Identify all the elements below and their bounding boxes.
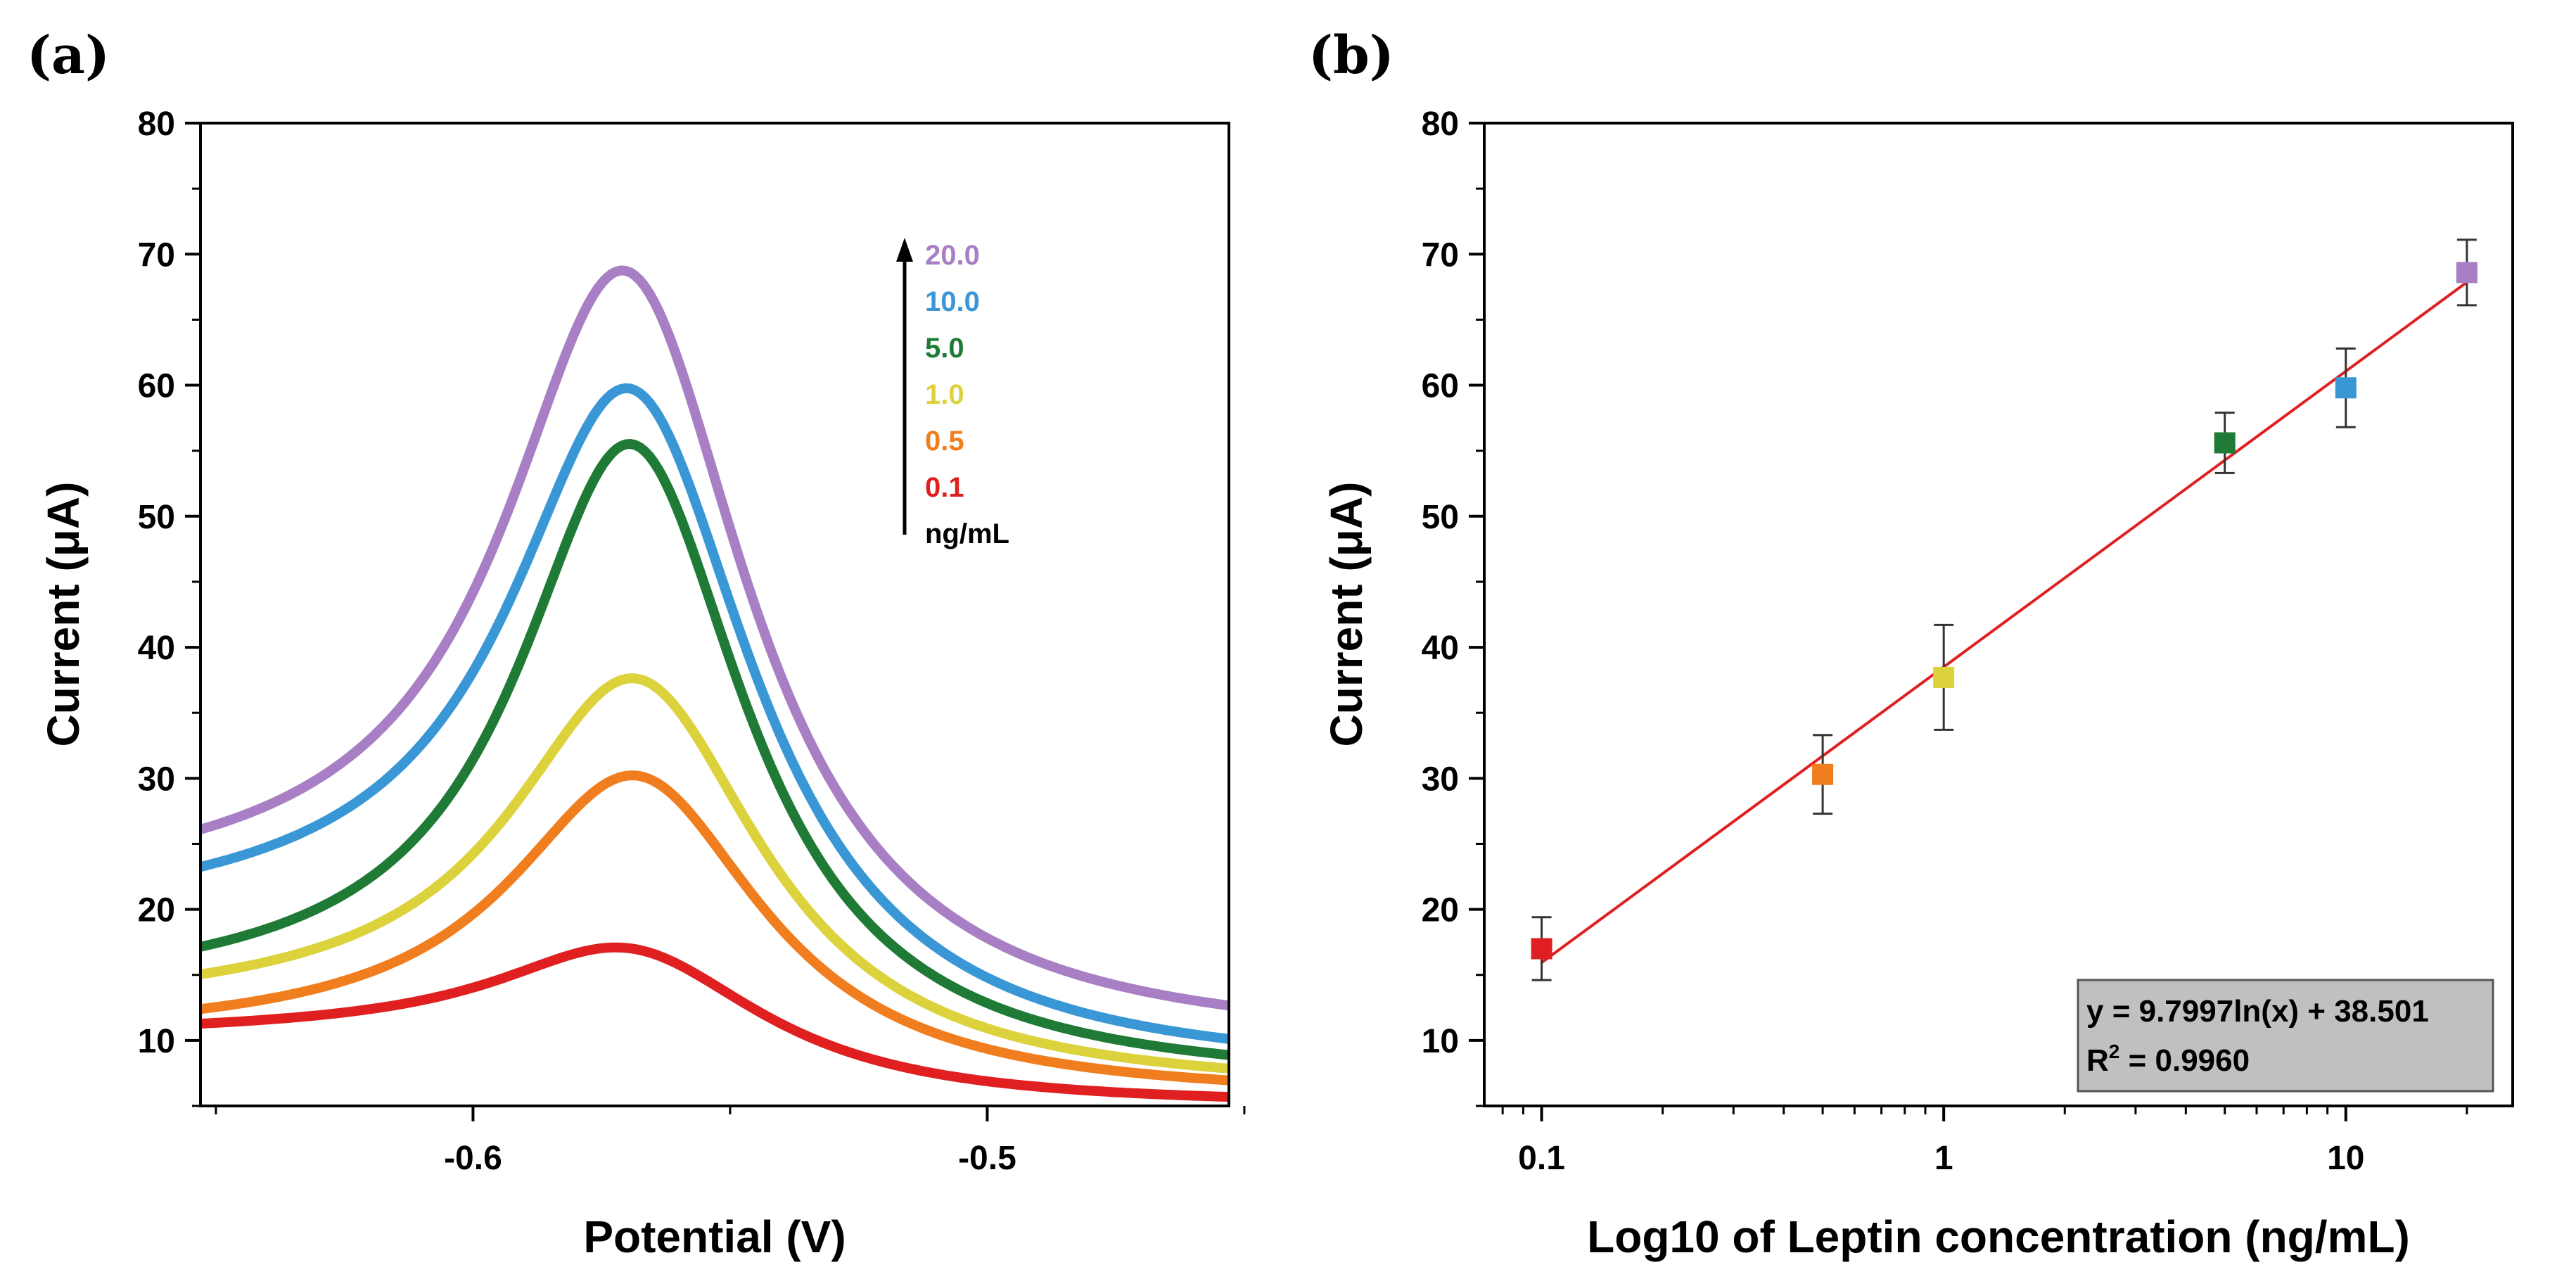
fit-r2-value: = 0.9960 (2119, 1043, 2250, 1078)
data-point (1933, 666, 1955, 688)
chart-a-y-tick-label: 40 (138, 630, 175, 667)
fit-line (1541, 281, 2468, 964)
chart-b-ticks: 10 20 30 40 50 60 70 80 0.1 1 10 (1422, 106, 2468, 1177)
chart-a-x-axis-title: Potential (V) (583, 1211, 846, 1262)
chart-a-y-tick-label: 50 (138, 499, 175, 536)
chart-b-x-tick-label: 1 (1934, 1140, 1953, 1177)
panel-label-a: (a) (27, 25, 110, 86)
chart-b-y-axis-title: Current (μA) (1321, 482, 1372, 747)
chart-a-legend: 20.0 10.0 5.0 1.0 0.5 0.1 ng/mL (896, 238, 1009, 549)
chart-b-y-tick-label: 40 (1422, 630, 1459, 667)
fit-r-squared: R2 = 0.9960 (2086, 1041, 2250, 1078)
chart-a-frame (199, 122, 1230, 1107)
series-line-0.5 (200, 770, 1230, 1086)
series-line-5.0 (199, 439, 1230, 1060)
chart-b-y-tick-label: 70 (1422, 236, 1459, 274)
data-point (1531, 938, 1552, 960)
chart-b-points (1531, 238, 2478, 981)
chart-b-y-tick-label: 10 (1422, 1023, 1459, 1060)
legend-entry-0.1: 0.1 (925, 472, 964, 503)
chart-a-y-tick-label: 70 (138, 236, 175, 274)
chart-b-x-tick-label: 0.1 (1518, 1140, 1565, 1177)
legend-arrow-head (896, 238, 913, 262)
fit-r2-sup: 2 (2109, 1041, 2120, 1062)
series-line-1.0 (199, 673, 1230, 1074)
fit-equation: y = 9.7997ln(x) + 38.501 (2086, 994, 2429, 1029)
fit-r2-label: R (2086, 1043, 2109, 1078)
chart-a-y-axis-title: Current (μA) (38, 482, 89, 747)
chart-b-y-tick-label: 30 (1422, 761, 1459, 798)
data-point (1812, 763, 1834, 785)
series-line-10.0 (199, 383, 1230, 1044)
chart-a-ticks: 10 20 30 40 50 60 70 80 -0.6 -0.5 (138, 106, 1246, 1177)
chart-a-y-tick-label: 80 (138, 106, 175, 143)
chart-b-y-tick-label: 80 (1422, 106, 1459, 143)
series-line-0.1 (200, 942, 1230, 1102)
legend-entry-0.5: 0.5 (925, 426, 964, 457)
chart-b: 10 20 30 40 50 60 70 80 0.1 1 10 y = 9.7997ln(x) +… (1321, 106, 2514, 1262)
fit-equation-box: y = 9.7997ln(x) + 38.501 R2 = 0.9960 (2077, 979, 2494, 1093)
chart-b-y-tick-label: 50 (1422, 499, 1459, 536)
chart-b-fit (1541, 281, 2468, 964)
data-point (2214, 432, 2236, 454)
chart-a-y-tick-label: 10 (138, 1023, 175, 1060)
fit-equation-box-bg (2077, 979, 2494, 1093)
chart-a: 10 20 30 40 50 60 70 80 -0.6 -0.5 20.0 10.0 5.0 1.0 0… (38, 106, 1246, 1262)
data-point (2335, 377, 2357, 399)
legend-unit: ng/mL (925, 518, 1009, 549)
legend-entry-5.0: 5.0 (925, 333, 964, 364)
chart-b-x-axis-title: Log10 of Leptin concentration (ng/mL) (1587, 1211, 2410, 1262)
chart-a-curves (198, 265, 1230, 1102)
chart-b-y-tick-label: 20 (1422, 892, 1459, 929)
panel-label-b: (b) (1308, 25, 1394, 86)
chart-a-y-tick-label: 60 (138, 368, 175, 405)
legend-entry-10.0: 10.0 (925, 286, 980, 317)
chart-b-x-tick-label: 10 (2327, 1140, 2364, 1177)
chart-b-frame (1483, 122, 2514, 1107)
legend-entry-20.0: 20.0 (925, 240, 980, 271)
chart-a-x-tick-label: -0.6 (444, 1140, 502, 1177)
chart-a-y-tick-label: 20 (138, 892, 175, 929)
legend-entry-1.0: 1.0 (925, 379, 964, 410)
series-line-20.0 (198, 265, 1230, 1011)
chart-a-x-tick-label: -0.5 (958, 1140, 1016, 1177)
chart-a-y-tick-label: 30 (138, 761, 175, 798)
chart-b-y-tick-label: 60 (1422, 368, 1459, 405)
data-point (2456, 262, 2478, 284)
